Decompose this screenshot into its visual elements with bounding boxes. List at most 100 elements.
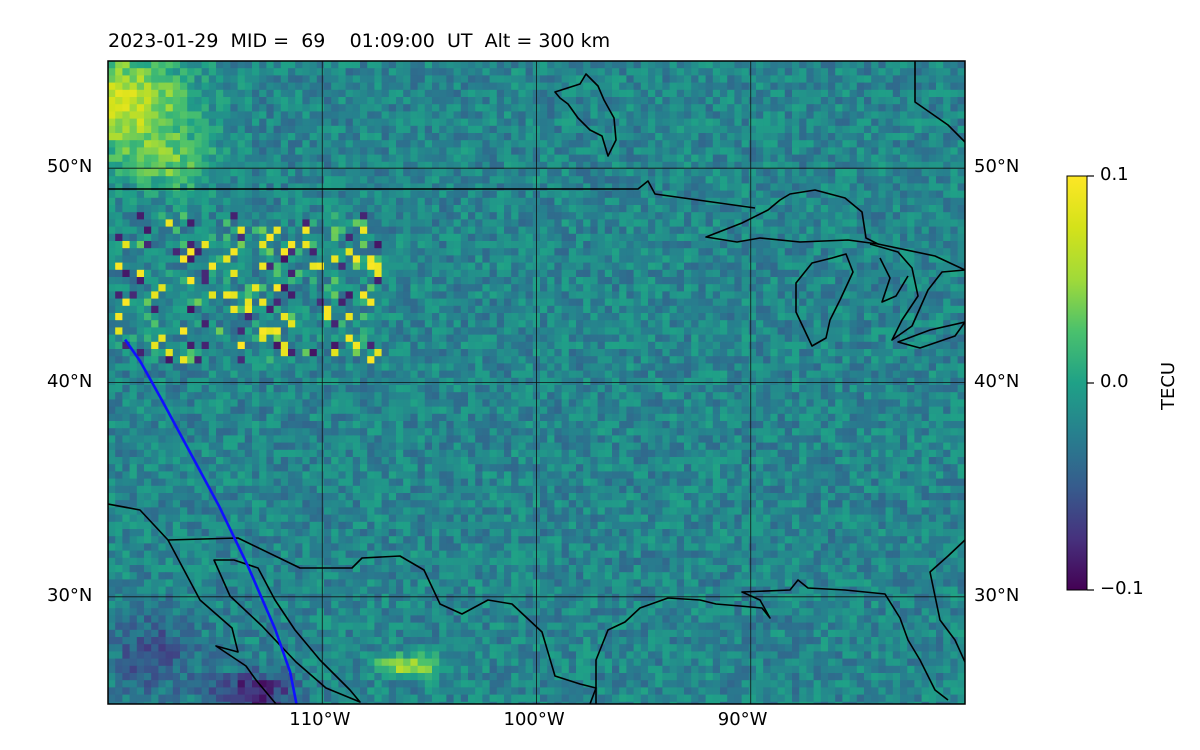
tec-cell [612,104,620,112]
tec-cell [482,111,491,120]
tec-cell [273,176,282,184]
tec-cell [856,341,865,350]
tec-cell [216,75,224,84]
tec-cell [446,118,455,127]
tec-cell [763,75,771,84]
tec-cell [799,341,807,350]
tec-cell [835,190,843,199]
tec-cell [504,161,512,170]
tec-cell [684,248,692,256]
title-mid-label: MID = [230,30,290,52]
tec-cell [273,61,282,69]
tec-cell [648,89,656,98]
tec-cell [345,269,354,278]
tec-cell [900,334,908,343]
tec-cell [172,284,181,292]
tec-cell [180,262,188,271]
tec-cell [892,277,901,285]
tec-cell [511,169,519,177]
tec-cell [705,255,714,264]
tec-cell [583,161,591,170]
tec-cell [194,305,203,314]
tec-cell [280,327,289,336]
tec-cell [518,61,527,69]
tec-cell [554,341,563,350]
tec-cell [856,255,865,264]
tec-cell [612,327,620,336]
tec-cell [352,169,361,177]
tec-cell [223,241,231,249]
tec-cell [554,233,563,242]
tec-cell [799,313,807,321]
tec-cell [669,327,678,336]
tec-cell [446,298,455,307]
tec-cell [496,68,505,76]
tec-cell [568,169,577,177]
tec-cell [835,291,843,300]
tec-cell [813,255,822,264]
tec-cell [864,61,872,69]
tec-cell [453,241,462,249]
tec-cell [597,176,606,184]
tec-cell [900,125,908,134]
tec-cell [151,305,159,314]
tec-cell [201,262,210,271]
tec-cell [943,118,951,127]
tec-cell [252,277,260,285]
tec-cell [892,269,901,278]
tec-cell [604,334,613,343]
tec-cell [590,226,599,235]
tec-cell [554,291,563,300]
tec-cell [734,169,743,177]
tec-cell [900,212,908,220]
tec-cell [115,118,123,127]
tec-cell [360,327,368,336]
tec-cell [331,233,339,242]
tec-cell [964,125,965,134]
tec-cell [777,298,786,307]
tec-cell [374,154,383,163]
tec-cell [828,327,836,336]
tec-cell [597,104,606,112]
tec-cell [662,341,671,350]
tec-cell [734,277,743,285]
tec-cell [734,176,743,184]
tec-cell [525,89,534,98]
tec-cell [410,298,419,307]
tec-cell [741,349,750,357]
tec-cell [453,61,462,69]
tec-cell [691,197,699,206]
tec-cell [230,125,239,134]
tec-cell [763,133,771,141]
tec-cell [907,147,915,156]
tec-cell [295,262,303,271]
tec-cell [208,298,217,307]
tec-cell [115,197,123,206]
tec-cell [626,147,635,156]
tec-cell [878,349,887,357]
tec-cell [259,176,267,184]
tec-cell [259,269,267,278]
tec-cell [201,61,210,69]
tec-cell [252,97,260,105]
tec-cell [216,89,224,98]
tec-cell [712,154,721,163]
tec-cell [842,341,851,350]
tec-cell [792,169,800,177]
tec-cell [806,161,815,170]
tec-cell [280,313,289,321]
tec-cell [813,291,822,300]
tec-cell [792,125,800,134]
tec-cell [417,327,426,336]
tec-cell [684,68,692,76]
tec-cell [698,327,707,336]
tec-cell [669,219,678,228]
tec-cell [770,262,779,271]
tec-cell [856,298,865,307]
tec-cell [756,313,764,321]
tec-cell [561,133,570,141]
tec-cell [576,183,584,192]
tec-cell [324,154,332,163]
tec-cell [691,298,699,307]
tec-cell [316,219,325,228]
